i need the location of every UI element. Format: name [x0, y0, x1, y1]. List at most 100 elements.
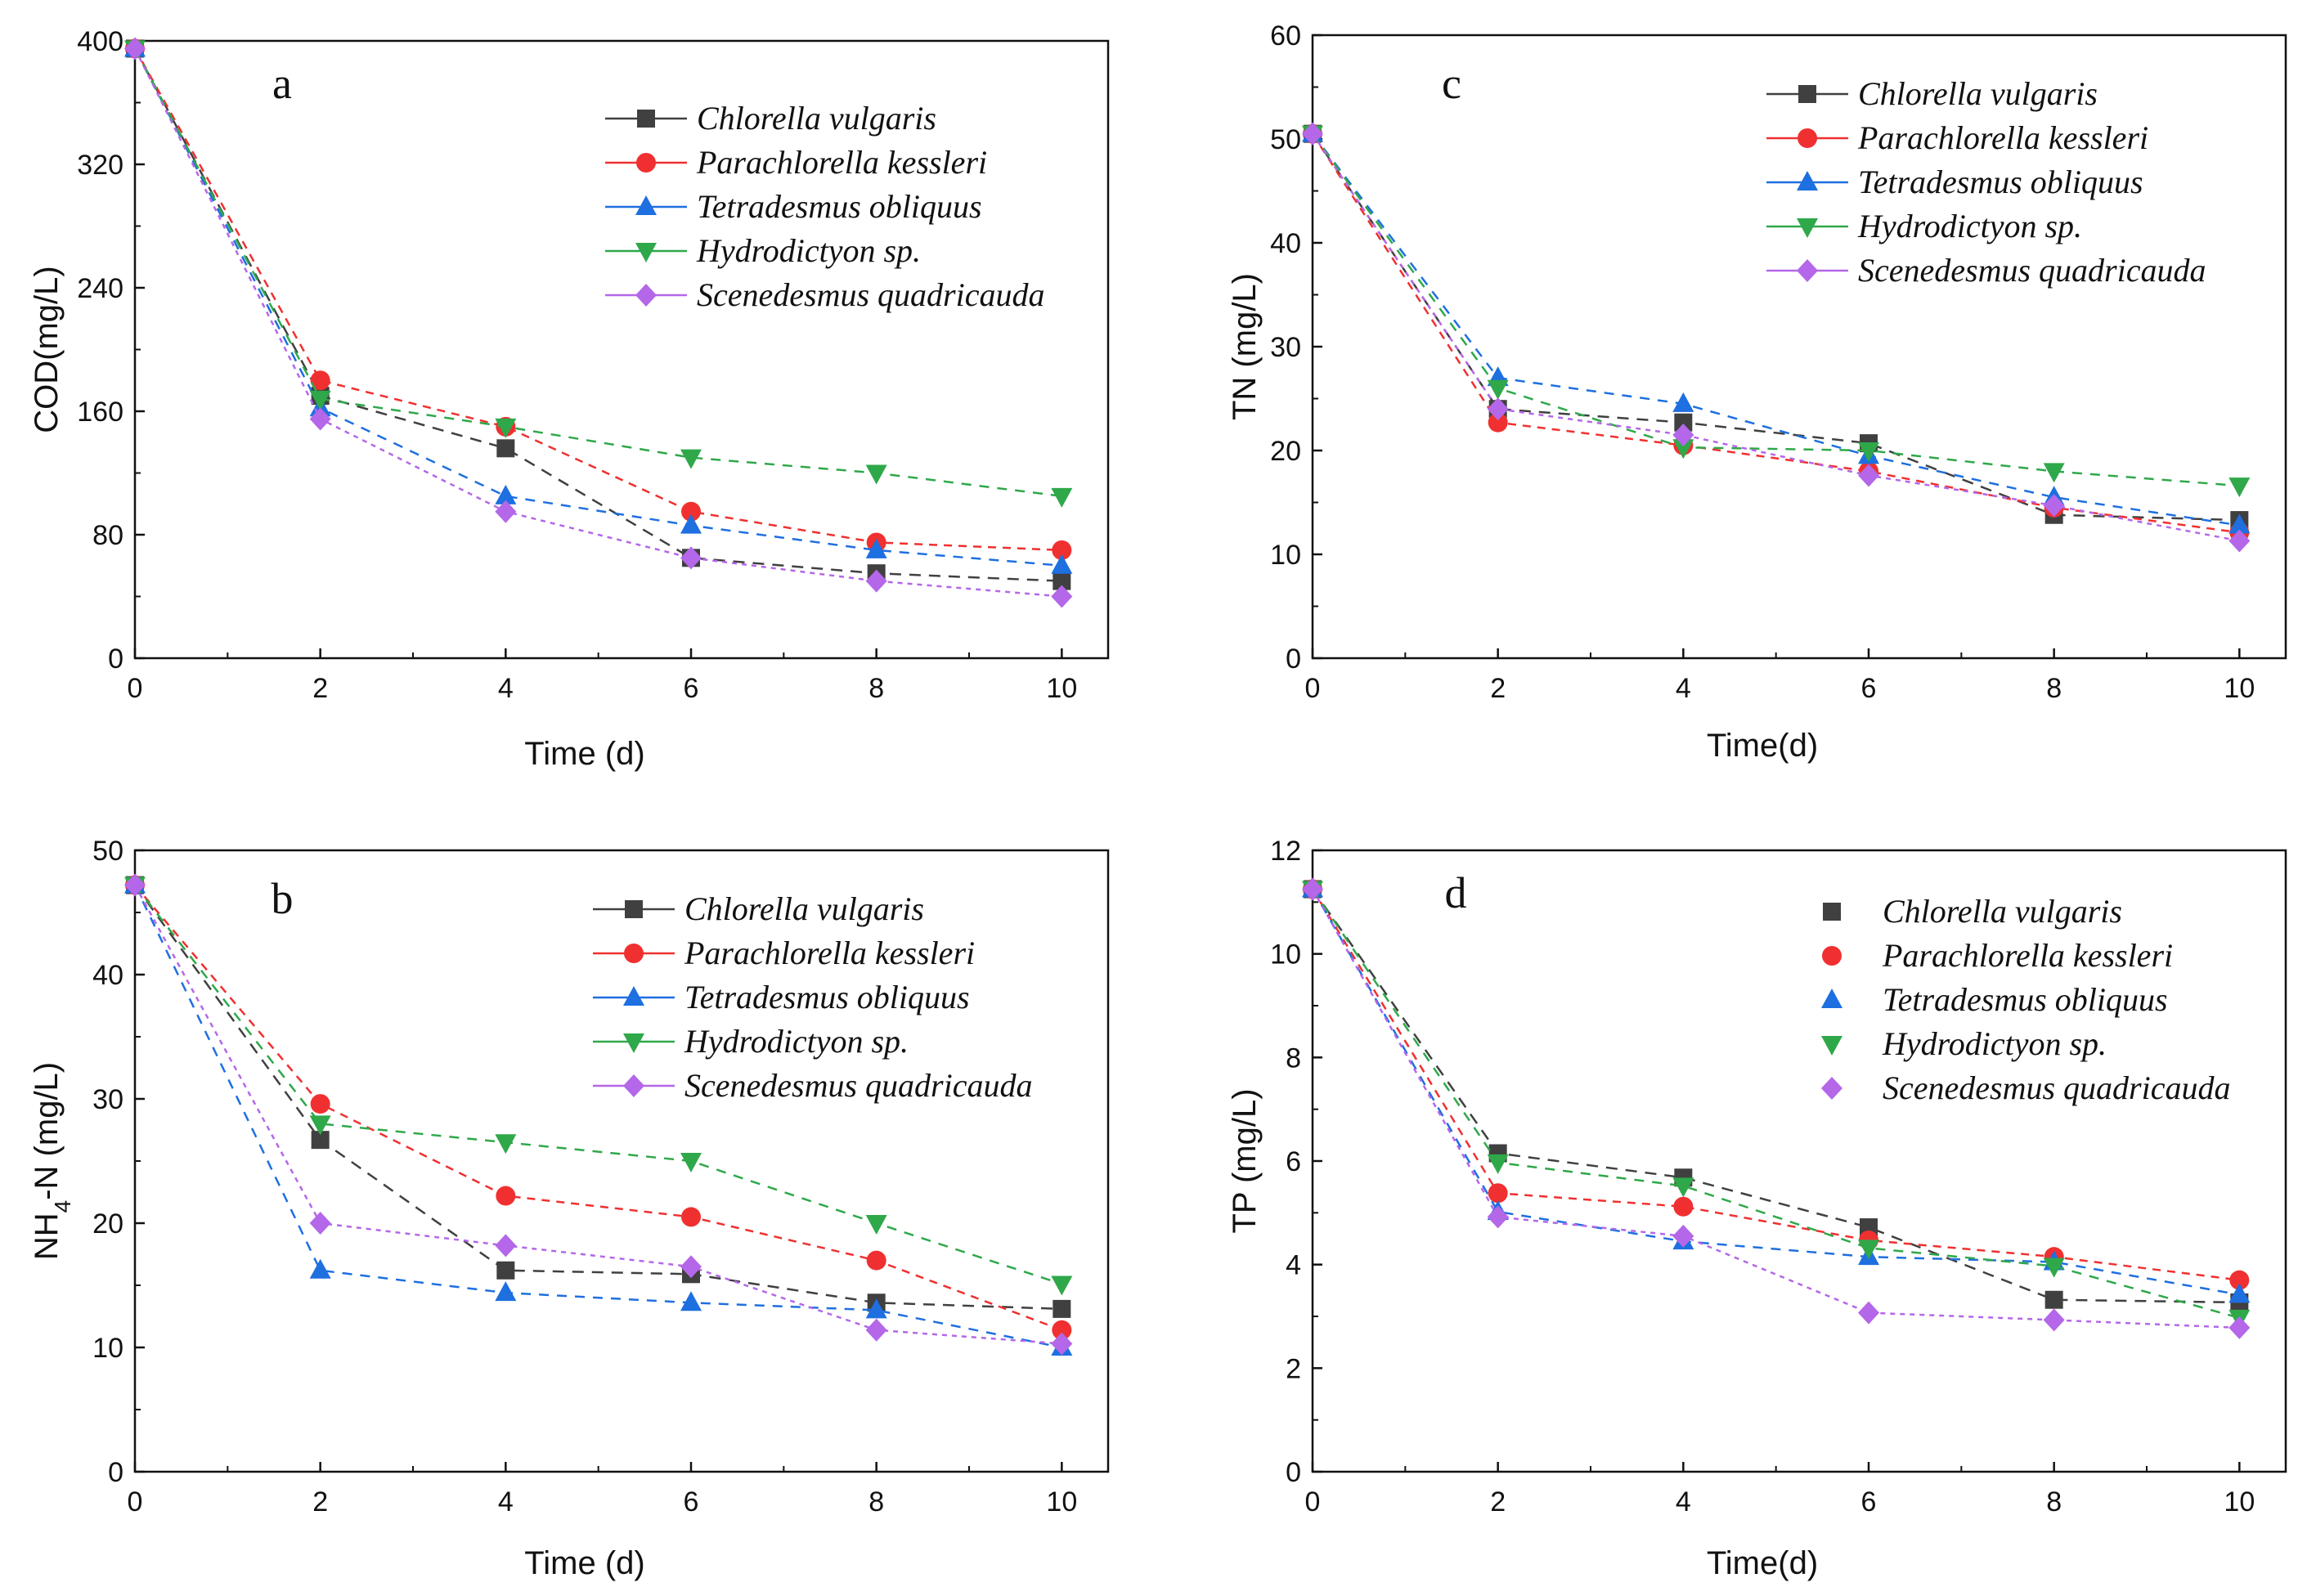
data-point: [680, 546, 702, 570]
y-tick-label: 40: [92, 960, 123, 991]
data-point: [1488, 1183, 1508, 1204]
data-point: [2228, 513, 2251, 534]
legend-label: Chlorella vulgaris: [1883, 893, 2122, 930]
x-tick-label: 0: [128, 673, 143, 704]
data-point: [681, 1207, 701, 1227]
plot-frame: [133, 39, 1110, 660]
x-tick-label: 4: [498, 1486, 514, 1518]
y-axis-label: NH4-N (mg/L): [29, 1062, 75, 1260]
data-point: [310, 370, 330, 391]
data-point: [1051, 1275, 1073, 1296]
legend-label: Tetradesmus obliquus: [1883, 981, 2168, 1018]
y-tick-label: 50: [92, 836, 123, 867]
series-line: [1311, 132, 2240, 542]
y-tick-label: 2: [1286, 1353, 1301, 1384]
data-point: [1302, 122, 1323, 146]
data-point: [124, 873, 146, 897]
data-point: [1487, 379, 1509, 400]
legend-marker: [1798, 85, 1816, 103]
series-3: [1302, 881, 2251, 1329]
x-tick-label: 8: [2046, 1486, 2062, 1518]
data-point: [309, 390, 331, 410]
y-tick-label: 60: [1270, 20, 1301, 52]
legend: Chlorella vulgaris Parachlorella kessleri…: [1821, 893, 2230, 1106]
data-point: [1672, 423, 1694, 446]
legend-marker: [1821, 1036, 1842, 1056]
data-point: [1488, 412, 1508, 433]
data-point: [124, 37, 146, 61]
data-point: [2043, 1258, 2065, 1278]
x-axis-label: Time(d): [1707, 1545, 1818, 1581]
data-point: [496, 1261, 515, 1280]
panel-c: 0 2 4 6 8 10 0 10 20 30 40 50 60 Time(d) TN (mg/L) c Chl…: [1227, 20, 2287, 764]
y-tick-label: 30: [1270, 332, 1301, 363]
legend-label: Parachlorella kessleri: [684, 935, 975, 971]
data-point: [680, 449, 702, 469]
legend-marker: [1821, 989, 1842, 1008]
data-point: [311, 1131, 330, 1150]
data-point: [309, 1258, 331, 1279]
legend-marker: [636, 153, 656, 173]
x-tick-label: 2: [1490, 673, 1506, 704]
series-line: [134, 884, 1062, 1285]
y-tick-label: 400: [77, 26, 123, 57]
y-tick-label: 10: [92, 1333, 123, 1364]
legend: Chlorella vulgaris Parachlorella kessleri…: [1766, 75, 2206, 289]
x-tick-label: 0: [128, 1486, 143, 1518]
data-point: [865, 464, 887, 485]
data-point: [1487, 397, 1509, 421]
y-axis-label: TP (mg/L): [1227, 1088, 1263, 1233]
x-tick-label: 0: [1305, 673, 1321, 704]
data-point: [865, 1215, 887, 1235]
series-line: [1311, 888, 2240, 1281]
data-point: [681, 501, 701, 522]
data-point: [310, 1094, 330, 1114]
series-line: [1311, 132, 2240, 534]
data-point: [865, 1318, 887, 1342]
y-tick-label: 10: [1270, 540, 1301, 571]
data-point: [1053, 1299, 1071, 1318]
legend-marker: [1797, 218, 1818, 238]
legend-label: Chlorella vulgaris: [684, 890, 924, 927]
series-4: [1302, 122, 2251, 553]
y-tick-label: 0: [1286, 1457, 1301, 1488]
series-line: [133, 47, 1062, 598]
series-line: [134, 884, 1062, 1331]
data-point: [2228, 529, 2251, 553]
legend-marker: [623, 986, 644, 1006]
legend-marker: [1797, 259, 1818, 282]
data-point: [495, 1134, 517, 1154]
series-4: [124, 37, 1073, 608]
data-point: [1858, 464, 1879, 487]
data-point: [865, 1298, 887, 1319]
data-point: [495, 1281, 517, 1302]
series-4: [124, 873, 1073, 1356]
data-point: [865, 569, 887, 593]
data-point: [866, 1250, 886, 1271]
legend-marker: [623, 1033, 644, 1053]
x-tick-label: 4: [1676, 673, 1691, 704]
series-line: [133, 47, 1062, 552]
x-tick-label: 10: [2224, 673, 2255, 704]
data-point: [680, 513, 702, 534]
data-point: [1672, 392, 1694, 412]
x-tick-label: 6: [684, 673, 699, 704]
y-tick-label: 0: [1286, 643, 1301, 675]
legend-label: Tetradesmus obliquus: [1858, 164, 2143, 200]
legend-label: Scenedesmus quadricauda: [697, 276, 1044, 313]
legend-marker: [623, 1074, 644, 1097]
data-point: [1672, 439, 1694, 460]
data-point: [680, 1153, 702, 1172]
series-line: [133, 884, 1062, 1311]
legend-marker: [1821, 1077, 1842, 1100]
x-tick-label: 10: [1046, 673, 1077, 704]
data-point: [2228, 477, 2251, 498]
panel-b: 0 2 4 6 8 10 0 10 20 30 40 50 Time (d) NH4-N (mg/L) b C…: [29, 836, 1110, 1581]
series-line: [1311, 888, 2240, 1296]
legend-label: Hydrodictyon sp.: [696, 232, 921, 269]
data-point: [496, 1186, 516, 1206]
x-tick-label: 10: [2224, 1486, 2255, 1518]
data-point: [2228, 1316, 2251, 1339]
data-point: [1487, 1154, 1509, 1174]
legend-marker: [625, 900, 643, 918]
